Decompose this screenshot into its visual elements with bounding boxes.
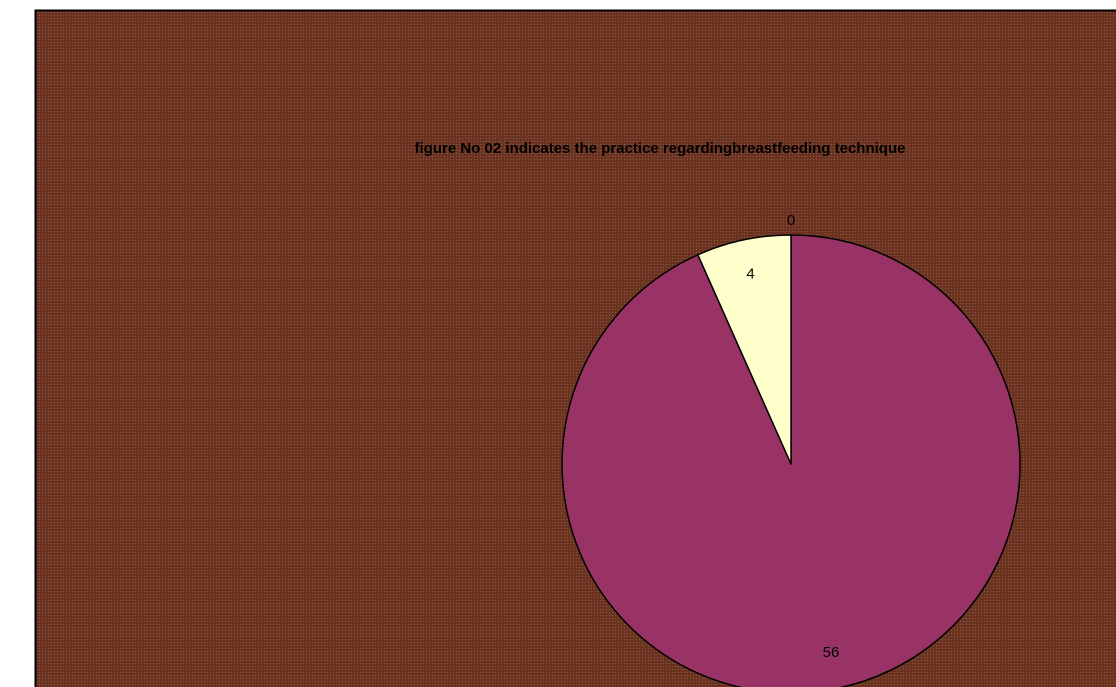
slice-label-4: 4 [746, 266, 754, 283]
pie-slice-56 [561, 234, 1021, 687]
chart-title: figure No 02 indicates the practice rega… [415, 140, 906, 157]
slice-label-0: 0 [787, 212, 795, 229]
slice-label-56: 56 [823, 644, 840, 661]
pie-slice-4 [697, 234, 792, 465]
pie-group: 56 4 0 [561, 212, 1021, 687]
